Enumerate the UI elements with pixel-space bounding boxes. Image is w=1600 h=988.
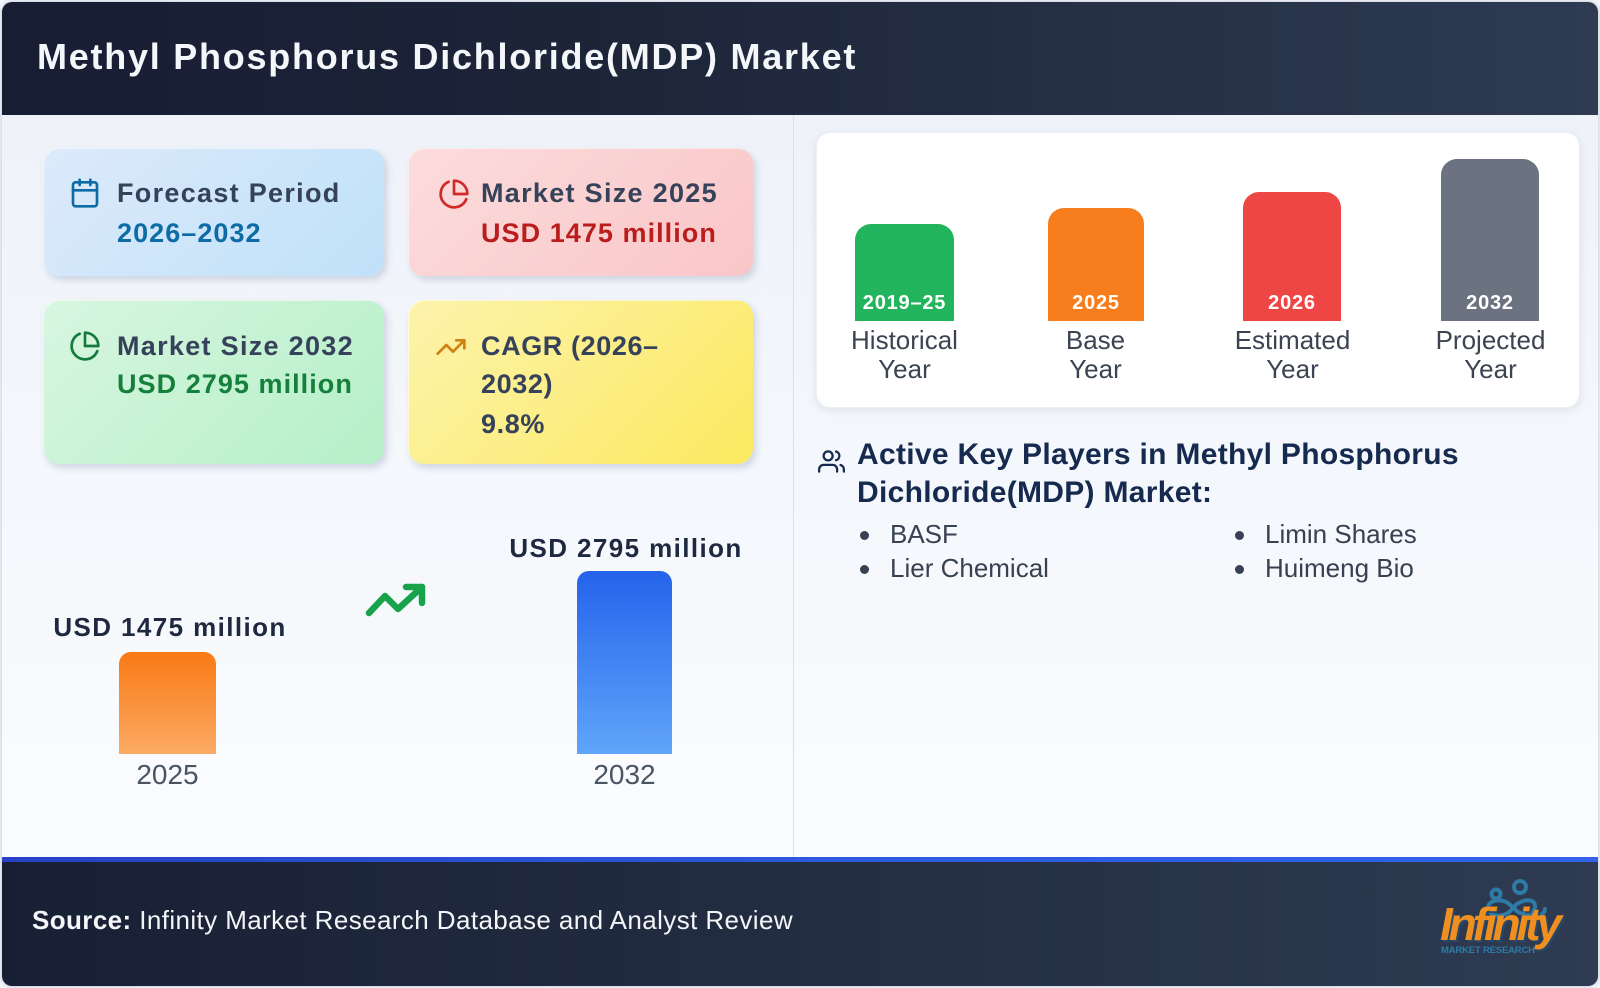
svg-text:Infinity: Infinity xyxy=(1442,900,1566,952)
svg-text:MARKET RESEARCH: MARKET RESEARCH xyxy=(1441,945,1537,956)
svg-text:Infinity: Infinity xyxy=(1440,898,1564,950)
